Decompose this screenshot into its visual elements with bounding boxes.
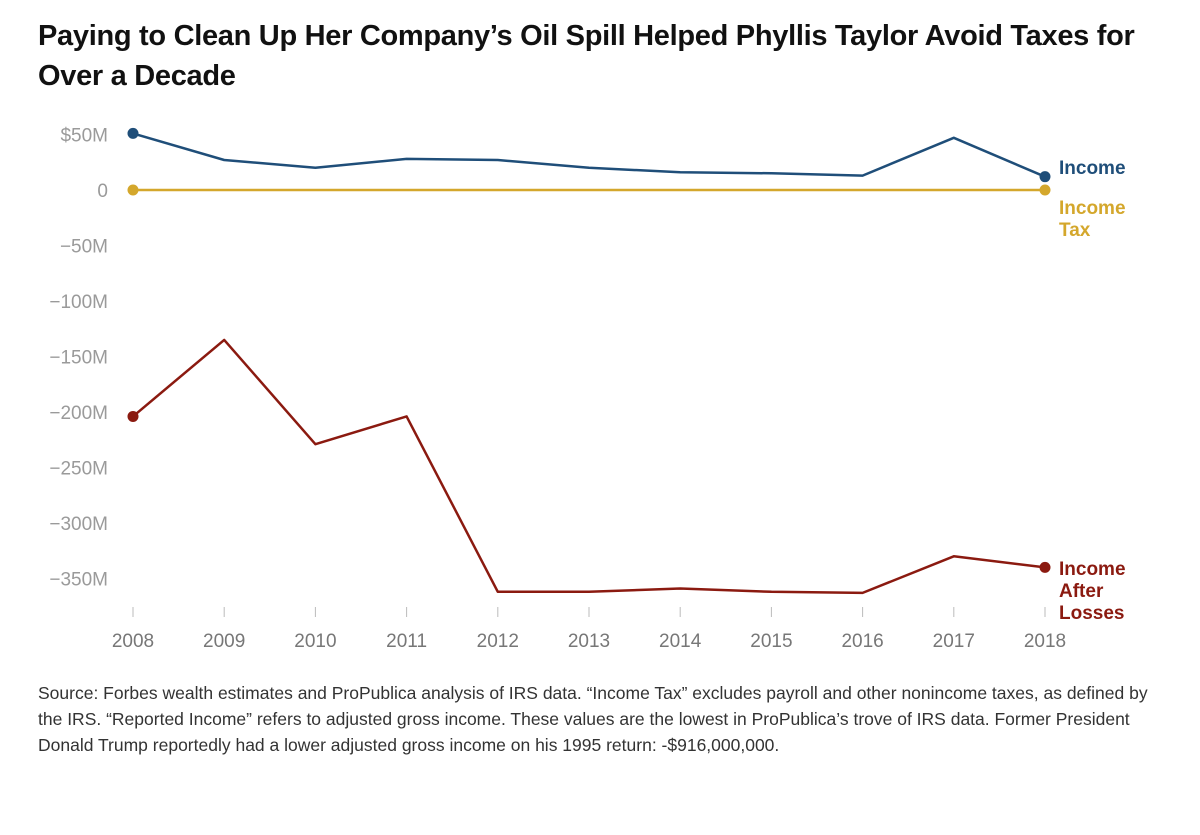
x-tick-label: 2017 xyxy=(933,631,975,652)
y-tick-label: −100M xyxy=(49,292,108,313)
series-label-income-tax: Income Tax xyxy=(1059,198,1126,241)
source-note: Source: Forbes wealth estimates and ProP… xyxy=(38,683,1148,755)
x-tick-label: 2010 xyxy=(294,631,336,652)
line-chart: $50M0−50M−100M−150M−200M−250M−300M−350M … xyxy=(49,126,1126,653)
series-point-income xyxy=(1039,171,1051,183)
y-tick-label: −200M xyxy=(49,403,108,424)
series-point-income-after-losses xyxy=(127,410,139,422)
series-point-income xyxy=(127,127,139,139)
series-labels: Income Income Tax Income After Losses xyxy=(1059,158,1126,624)
x-tick-label: 2011 xyxy=(386,631,427,652)
x-tick-label: 2008 xyxy=(112,631,154,652)
y-axis: $50M 0 −50M −100M −150M −200M −250M −300M −350M xyxy=(49,126,108,591)
series-line-income-after-losses xyxy=(132,338,1046,595)
chart-title: Paying to Clean Up Her Company’s Oil Spi… xyxy=(38,20,1135,92)
y-tick-label: −350M xyxy=(49,570,108,591)
y-tick-label: −50M xyxy=(60,237,108,258)
x-tick-label: 2015 xyxy=(750,631,792,652)
y-tick-label: $50M xyxy=(60,126,108,147)
series-point-income-tax xyxy=(127,184,139,196)
series-end-points xyxy=(127,127,1051,573)
series-label-income: Income xyxy=(1059,158,1126,179)
series-lines xyxy=(132,132,1046,595)
series-line-income xyxy=(132,132,1046,178)
x-tick-label: 2013 xyxy=(568,631,610,652)
x-tick-label: 2018 xyxy=(1024,631,1066,652)
x-tick-label: 2009 xyxy=(203,631,245,652)
y-tick-label: 0 xyxy=(97,181,108,202)
y-tick-label: −300M xyxy=(49,514,108,535)
series-label-income-after-losses: Income After Losses xyxy=(1059,559,1126,624)
x-tick-label: 2014 xyxy=(659,631,702,652)
series-point-income-after-losses xyxy=(1039,561,1051,573)
series-point-income-tax xyxy=(1039,184,1051,196)
x-axis: 2008 2009 2010 2011 2012 2013 2014 2015 2016 2017… xyxy=(112,607,1066,652)
x-tick-label: 2012 xyxy=(477,631,519,652)
y-tick-label: −250M xyxy=(49,459,108,480)
x-tick-label: 2016 xyxy=(841,631,883,652)
y-tick-label: −150M xyxy=(49,348,108,369)
